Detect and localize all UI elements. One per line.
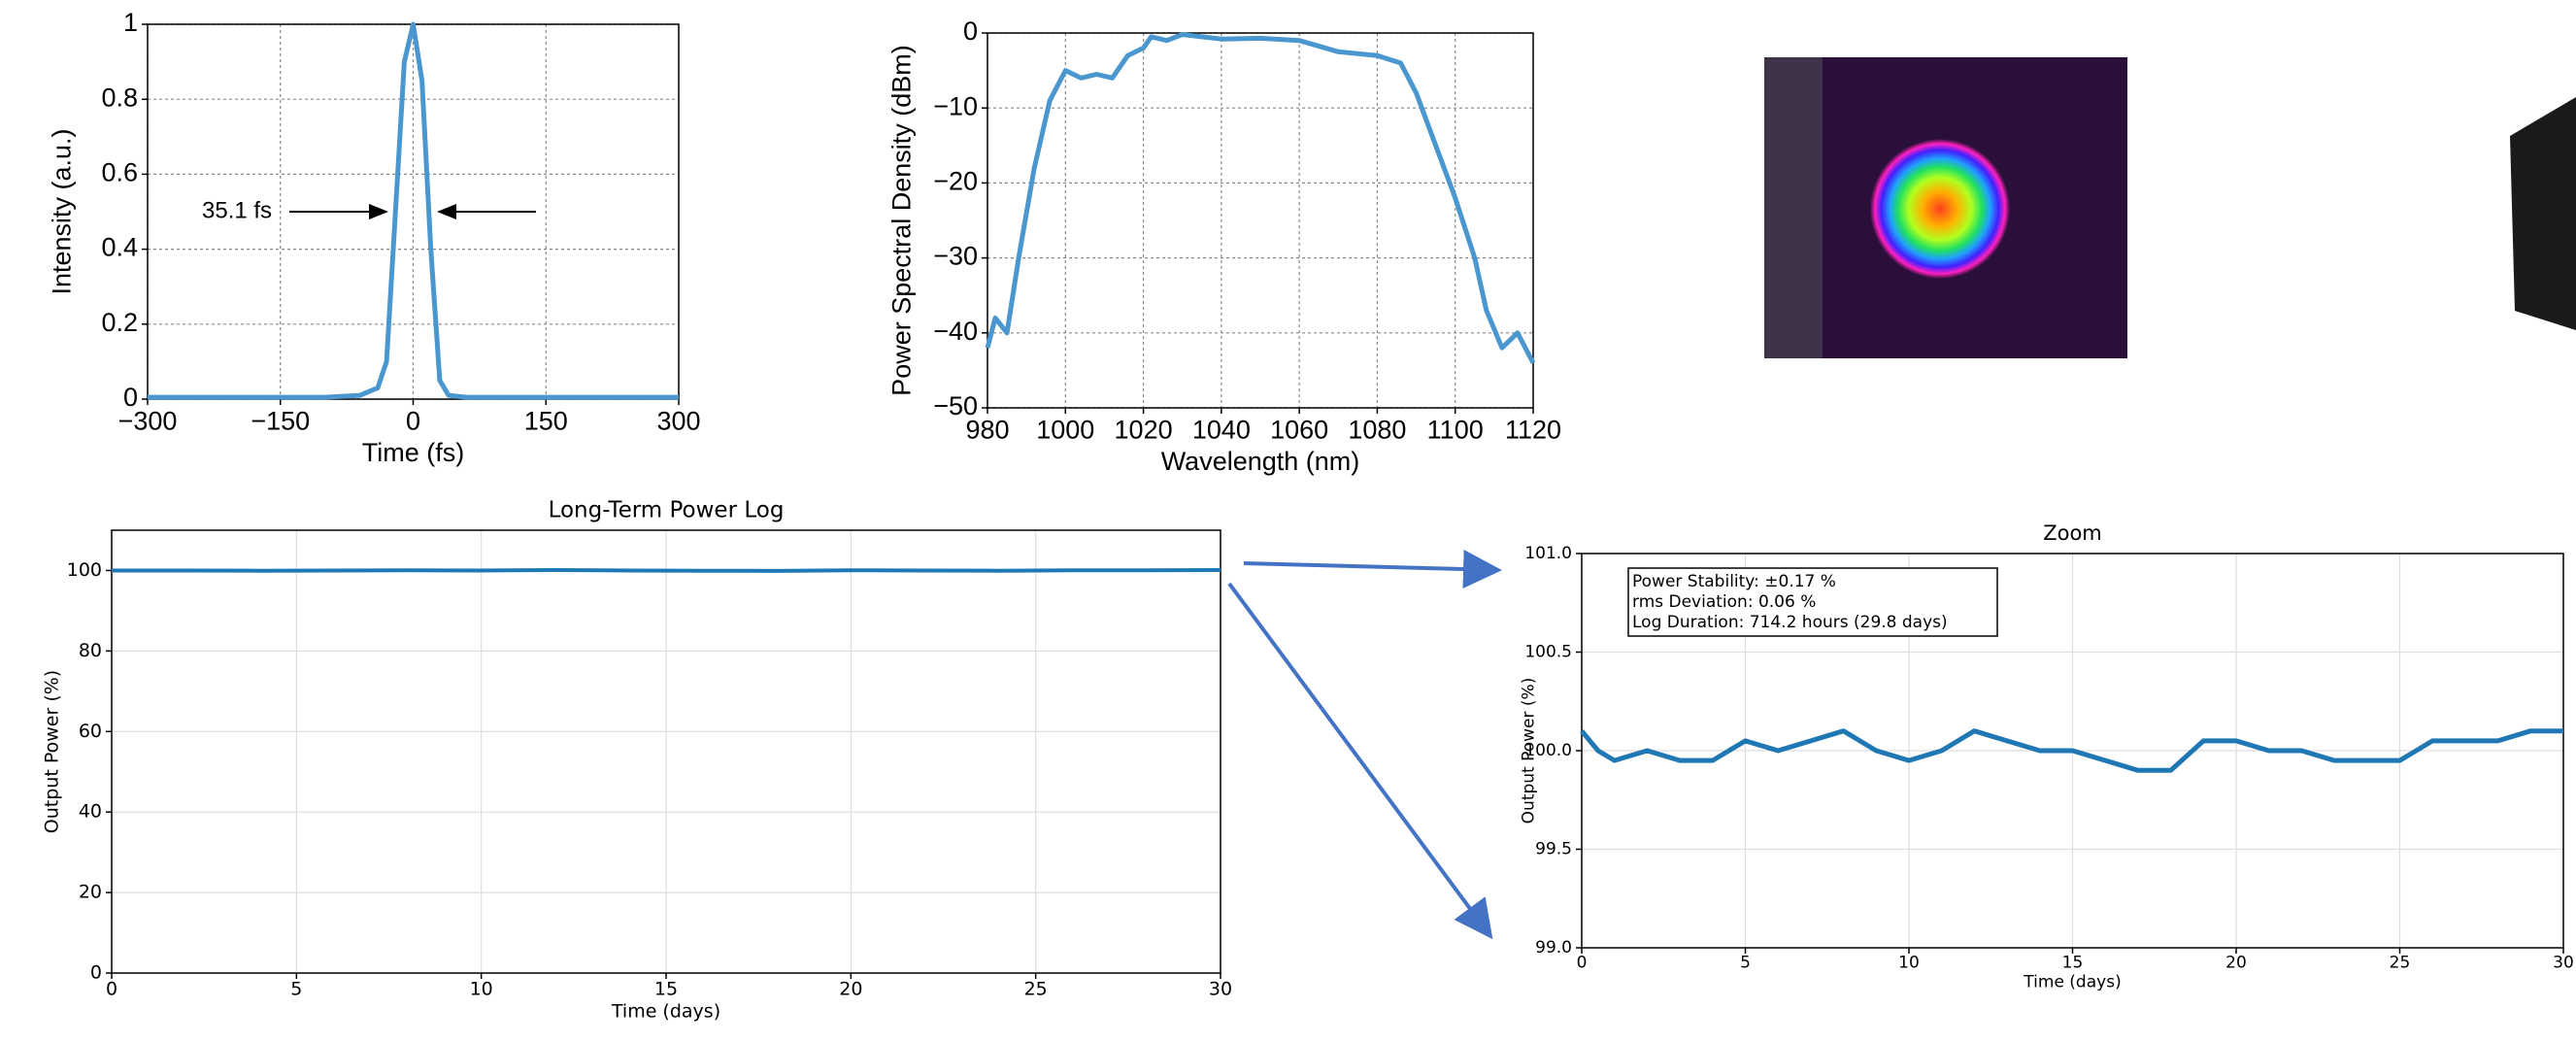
stats-text: rms Deviation: 0.06 %	[1632, 592, 1816, 612]
x-tick-label: 25	[1024, 979, 1048, 1000]
y-tick-label: 20	[79, 882, 102, 903]
y-tick-label: 0.4	[101, 233, 138, 262]
y-tick-label: −30	[933, 242, 978, 271]
y-tick-label: −20	[933, 167, 978, 196]
x-tick-label: 1120	[1505, 415, 1561, 444]
annotation: 35.1 fs	[202, 197, 272, 223]
x-tick-label: 300	[656, 406, 700, 435]
x-tick-label: 1100	[1427, 415, 1484, 444]
x-tick-label: 20	[839, 979, 862, 1000]
data-line	[112, 568, 1221, 573]
x-tick-label: 15	[654, 979, 678, 1000]
stats-box	[1627, 567, 1998, 637]
x-tick-label: 1040	[1192, 415, 1251, 444]
data-line	[1580, 728, 2563, 773]
beam-spot	[1870, 139, 2010, 279]
y-tick-label: 80	[79, 640, 102, 661]
x-tick-label: 0	[1577, 953, 1588, 972]
y-axis-label: Output Power (%)	[42, 670, 63, 833]
y-tick-label: 0.6	[101, 158, 138, 187]
y-tick-label: 99.5	[1535, 840, 1572, 859]
plot-frame	[111, 529, 1221, 974]
plot-frame	[1581, 553, 2564, 949]
y-tick-label: 60	[79, 721, 102, 742]
zoom-arrow	[1227, 582, 1493, 940]
x-tick-label: 0	[106, 979, 117, 1000]
y-tick-label: 0	[90, 962, 102, 984]
x-tick-label: 10	[1898, 953, 1920, 972]
x-tick-label: 30	[1209, 979, 1232, 1000]
x-tick-label: 980	[965, 415, 1009, 444]
y-tick-label: −50	[933, 391, 978, 420]
x-tick-label: 1000	[1036, 415, 1094, 444]
x-tick-label: −150	[251, 406, 310, 435]
plot-frame	[987, 32, 1534, 409]
stats-text: Log Duration: 714.2 hours (29.8 days)	[1632, 613, 1948, 632]
x-tick-label: 0	[406, 406, 420, 435]
y-tick-label: 0	[963, 17, 978, 46]
zoom-arrow	[1243, 550, 1502, 589]
y-tick-label: 1	[123, 8, 138, 37]
data-line	[148, 21, 679, 400]
x-tick-label: 25	[2390, 953, 2411, 972]
x-tick-label: 1060	[1270, 415, 1328, 444]
y-axis-label: Output Power (%)	[1520, 678, 1539, 824]
x-axis-label: Time (days)	[611, 1000, 720, 1022]
y-tick-label: 0	[123, 383, 138, 412]
chart-title: Long-Term Power Log	[549, 498, 785, 523]
y-tick-label: 101.0	[1524, 544, 1572, 563]
chart-title: Zoom	[2043, 521, 2102, 545]
y-tick-label: 0.8	[101, 83, 138, 112]
stats-text: Power Stability: ±0.17 %	[1632, 572, 1836, 591]
y-axis-label: Power Spectral Density (dBm)	[887, 45, 917, 396]
y-tick-label: 0.2	[101, 308, 138, 337]
y-tick-label: 100.5	[1524, 643, 1572, 662]
x-axis-label: Time (fs)	[362, 438, 464, 467]
x-tick-label: 30	[2553, 953, 2574, 972]
x-axis-label: Wavelength (nm)	[1161, 447, 1360, 476]
product-photo	[2510, 97, 2576, 330]
x-tick-label: 20	[2225, 953, 2247, 972]
beam-image-edge	[1764, 57, 1823, 358]
y-tick-label: −10	[933, 91, 978, 120]
x-axis-label: Time (days)	[2023, 973, 2121, 992]
y-tick-label: 99.0	[1535, 938, 1572, 958]
x-tick-label: 5	[1740, 953, 1751, 972]
y-tick-label: 40	[79, 801, 102, 823]
x-tick-label: 1080	[1348, 415, 1406, 444]
y-axis-label: Intensity (a.u.)	[48, 128, 77, 294]
y-tick-label: 100	[67, 559, 102, 581]
data-line	[985, 32, 1536, 364]
y-tick-label: −40	[933, 317, 978, 346]
x-tick-label: −300	[118, 406, 178, 435]
y-tick-label: 100.0	[1524, 741, 1572, 760]
x-tick-label: 150	[524, 406, 568, 435]
x-tick-label: 15	[2062, 953, 2084, 972]
x-tick-label: 5	[290, 979, 302, 1000]
x-tick-label: 1020	[1115, 415, 1173, 444]
x-tick-label: 10	[470, 979, 493, 1000]
